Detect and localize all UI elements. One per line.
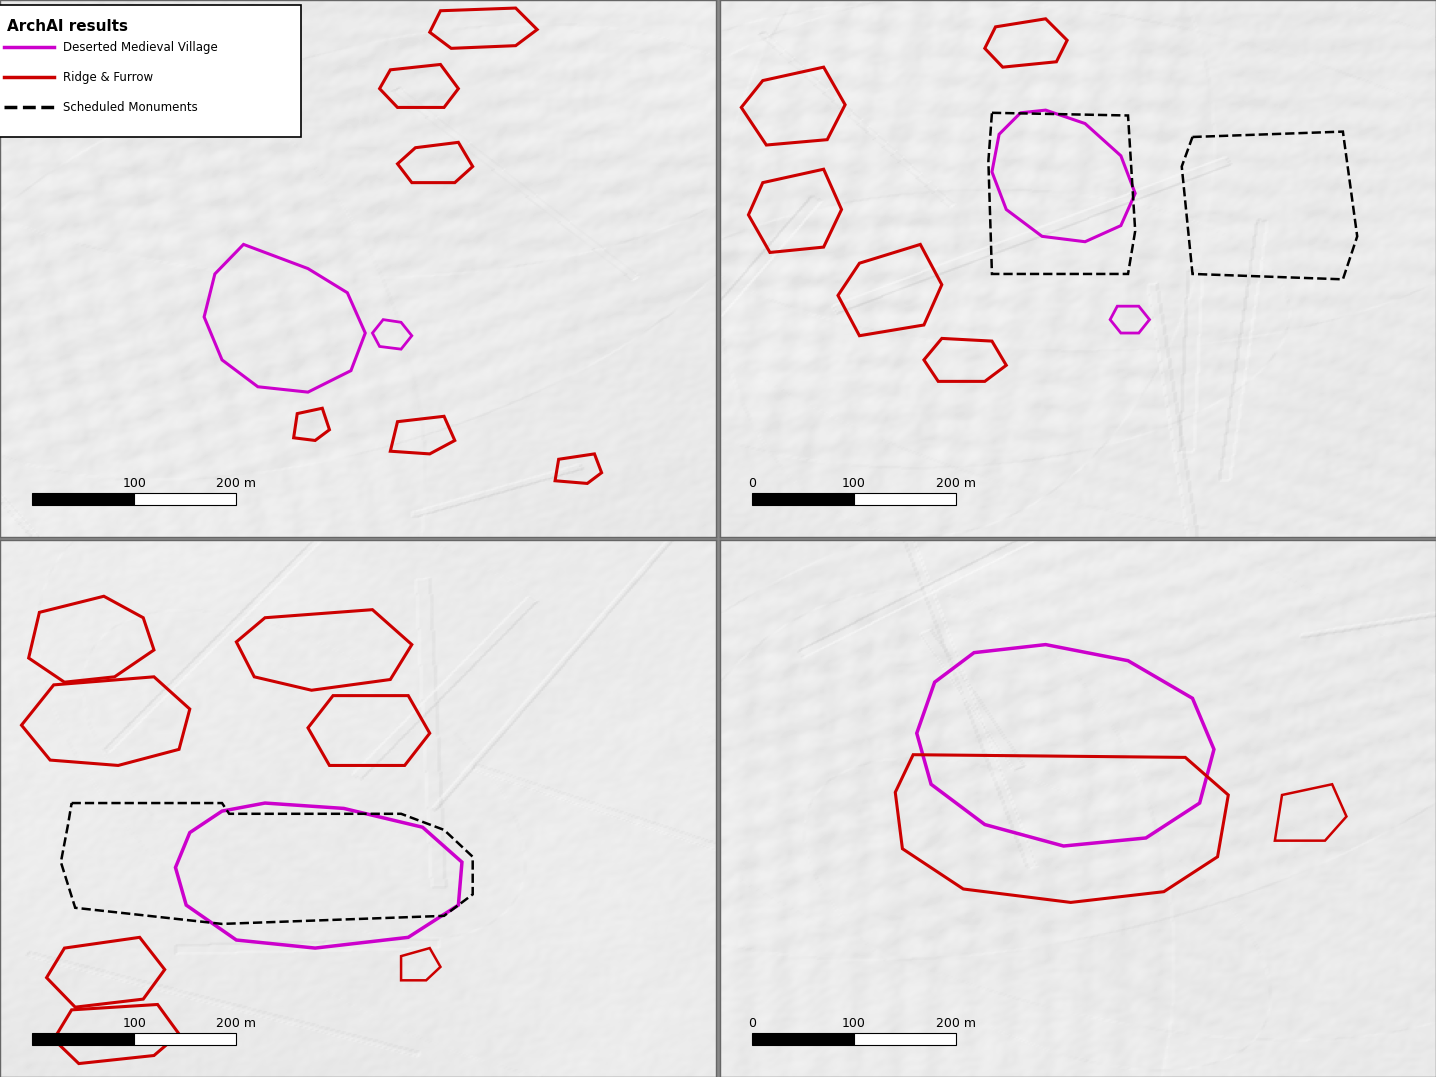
Bar — [32, 493, 135, 505]
Bar — [135, 493, 237, 505]
Text: 200 m: 200 m — [936, 1018, 976, 1031]
Text: 200 m: 200 m — [217, 1018, 257, 1031]
Text: 0: 0 — [748, 1018, 755, 1031]
Bar — [135, 1033, 237, 1045]
Bar — [32, 1033, 135, 1045]
Bar — [752, 1033, 854, 1045]
Text: Deserted Medieval Village: Deserted Medieval Village — [63, 41, 218, 54]
Text: 100: 100 — [841, 477, 866, 490]
Text: 100: 100 — [122, 1018, 146, 1031]
Bar — [854, 493, 956, 505]
FancyBboxPatch shape — [0, 5, 300, 137]
Text: 200 m: 200 m — [936, 477, 976, 490]
Text: ArchAI results: ArchAI results — [7, 18, 128, 33]
Text: Scheduled Monuments: Scheduled Monuments — [63, 101, 198, 114]
Text: 200 m: 200 m — [217, 477, 257, 490]
Bar — [854, 1033, 956, 1045]
Text: Ridge & Furrow: Ridge & Furrow — [63, 71, 154, 84]
Text: 0: 0 — [748, 477, 755, 490]
Text: 100: 100 — [122, 477, 146, 490]
Bar — [752, 493, 854, 505]
Text: 100: 100 — [841, 1018, 866, 1031]
